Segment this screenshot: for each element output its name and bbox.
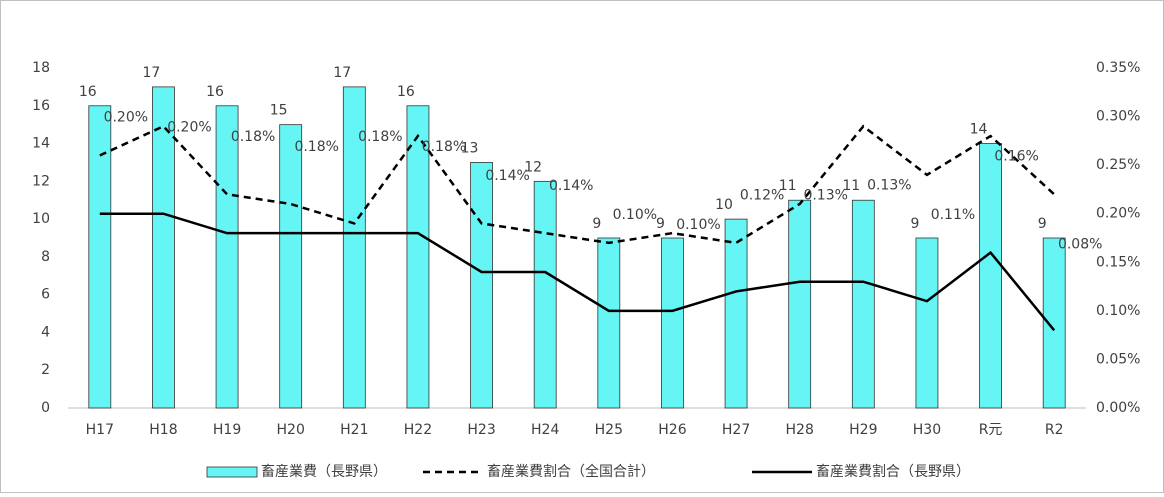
y-tick-label: 4: [41, 324, 50, 340]
line-value-label: 0.18%: [294, 139, 338, 155]
bar-value-label: 16: [397, 84, 415, 100]
x-tick-label: H30: [913, 422, 941, 438]
y2-tick-label: 0.15%: [1096, 254, 1140, 270]
y-tick-label: 12: [32, 173, 50, 189]
line-value-label: 0.13%: [867, 178, 911, 194]
x-tick-label: H23: [467, 422, 495, 438]
legend-label: 畜産業費割合（全国合計）: [487, 463, 655, 480]
bar: [279, 124, 303, 409]
bar-value-label: 9: [656, 216, 665, 232]
line-value-label: 0.10%: [676, 217, 720, 233]
x-tick-label: H20: [277, 422, 305, 438]
x-tick-label: H19: [213, 422, 241, 438]
x-tick-label: H25: [595, 422, 623, 438]
line-value-label: 0.12%: [740, 187, 784, 203]
bar: [788, 199, 812, 409]
bar: [215, 105, 239, 409]
x-tick-label: H27: [722, 422, 750, 438]
bar: [470, 162, 493, 409]
bar: [1042, 237, 1066, 409]
line-value-label: 0.14%: [485, 168, 529, 184]
x-tick-label: H24: [531, 422, 559, 438]
bar: [152, 86, 175, 409]
line-value-label: 0.18%: [422, 139, 466, 155]
bar-value-label: 16: [79, 84, 97, 100]
line-value-label: 0.11%: [931, 207, 975, 223]
line-value-label: 0.14%: [549, 178, 593, 194]
line: [99, 124, 1056, 245]
bar-value-label: 9: [1038, 216, 1047, 232]
line-value-label: 0.18%: [231, 129, 275, 145]
bar: [979, 143, 1002, 409]
legend-label: 畜産業費割合（長野県）: [816, 463, 970, 480]
bar-value-label: 15: [270, 103, 288, 119]
x-tick-label: H17: [86, 422, 114, 438]
bar-value-label: 11: [842, 178, 860, 194]
y2-tick-label: 0.20%: [1096, 206, 1140, 222]
x-tick-label: R2: [1045, 422, 1064, 438]
y-tick-label: 2: [41, 362, 50, 378]
y2-tick-label: 0.00%: [1096, 400, 1140, 416]
y-tick-label: 16: [32, 98, 50, 114]
y2-tick-label: 0.30%: [1096, 109, 1140, 125]
x-tick-label: H29: [849, 422, 877, 438]
bar: [915, 237, 939, 409]
line-value-label: 0.08%: [1058, 236, 1102, 252]
x-tick-label: H26: [658, 422, 686, 438]
y-tick-label: 8: [41, 249, 50, 265]
legend-swatch: [206, 466, 258, 478]
y2-tick-label: 0.25%: [1096, 157, 1140, 173]
bar-value-label: 14: [970, 122, 988, 138]
bar: [406, 105, 430, 409]
bar: [533, 180, 557, 409]
x-tick-label: H21: [340, 422, 368, 438]
bar-value-label: 13: [461, 140, 479, 156]
line-value-label: 0.10%: [613, 207, 657, 223]
bar: [724, 218, 748, 409]
y-tick-label: 0: [41, 400, 50, 416]
y-tick-label: 6: [41, 287, 50, 303]
x-tick-label: H22: [404, 422, 432, 438]
line-value-label: 0.18%: [358, 129, 402, 145]
y-tick-label: 14: [32, 136, 50, 152]
bar: [342, 86, 366, 409]
bar-value-label: 9: [592, 216, 601, 232]
y2-tick-label: 0.10%: [1096, 303, 1140, 319]
bar: [851, 199, 875, 409]
bar-value-label: 16: [206, 84, 224, 100]
legend-label: 畜産業費（長野県）: [261, 464, 387, 480]
bar-value-label: 9: [910, 216, 919, 232]
line-value-label: 0.20%: [167, 120, 211, 136]
bar: [88, 105, 112, 409]
line-value-label: 0.13%: [803, 188, 847, 204]
bar: [661, 237, 684, 409]
y-tick-label: 18: [32, 60, 50, 76]
bar-value-label: 12: [524, 159, 542, 175]
x-tick-label: R元: [979, 422, 1003, 438]
bar: [597, 237, 621, 409]
bar-value-label: 17: [143, 65, 161, 81]
bar-value-label: 17: [333, 65, 351, 81]
y2-tick-label: 0.35%: [1096, 60, 1140, 76]
line-value-label: 0.16%: [994, 149, 1038, 165]
line-value-label: 0.20%: [104, 110, 148, 126]
x-tick-label: H28: [786, 422, 814, 438]
y2-tick-label: 0.05%: [1096, 351, 1140, 367]
bar-value-label: 11: [779, 178, 797, 194]
bar-value-label: 10: [715, 197, 733, 213]
line: [99, 212, 1056, 332]
x-tick-label: H18: [149, 422, 177, 438]
y-tick-label: 10: [32, 211, 50, 227]
